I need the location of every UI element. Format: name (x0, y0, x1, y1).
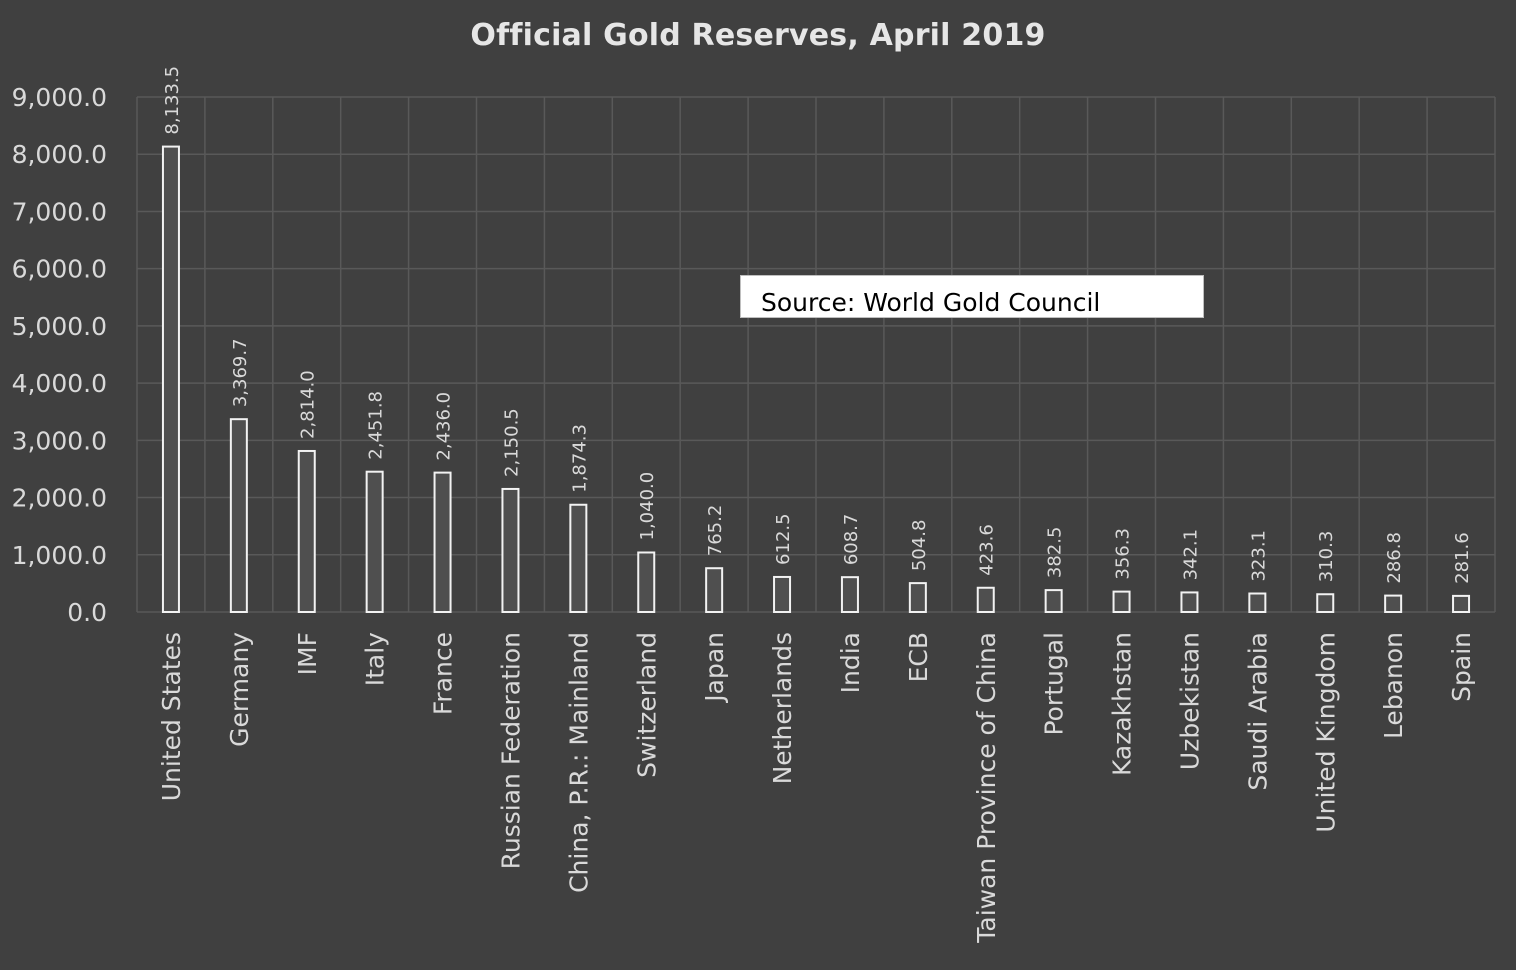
data-label: 342.1 (1180, 529, 1201, 581)
x-category-label: France (429, 632, 458, 715)
data-label: 356.3 (1113, 528, 1134, 580)
data-label: 8,133.5 (162, 66, 183, 135)
x-category-label: ECB (904, 632, 933, 682)
bar (1248, 592, 1267, 613)
bar (433, 471, 452, 613)
x-category-label: United Kingdom (1311, 632, 1340, 833)
y-tick-label: 6,000.0 (12, 255, 107, 284)
bars (161, 145, 1471, 614)
y-tick-label: 3,000.0 (12, 426, 107, 455)
x-category-label: Netherlands (768, 632, 797, 784)
data-label: 310.3 (1316, 531, 1337, 583)
x-category-label: Lebanon (1379, 632, 1408, 739)
bar (297, 449, 316, 613)
bar (365, 470, 384, 613)
data-label: 382.5 (1045, 527, 1066, 579)
data-label: 2,150.5 (501, 408, 522, 477)
y-tick-label: 7,000.0 (12, 197, 107, 226)
data-label: 323.1 (1248, 530, 1269, 582)
bar (1180, 591, 1199, 613)
bar (908, 582, 927, 613)
x-category-label: Taiwan Province of China (972, 632, 1001, 944)
data-label: 1,040.0 (637, 472, 658, 541)
x-category-label: India (836, 632, 865, 693)
bar (569, 503, 588, 613)
x-category-label: Germany (225, 632, 254, 747)
x-category-label: Switzerland (632, 632, 661, 778)
x-category-label: China, P.R.: Mainland (564, 632, 593, 893)
bar (1452, 594, 1471, 614)
y-tick-label: 0.0 (67, 598, 107, 627)
y-tick-label: 9,000.0 (12, 83, 107, 112)
y-tick-label: 2,000.0 (12, 484, 107, 513)
bar (976, 586, 995, 614)
bar (501, 487, 520, 613)
data-label: 2,814.0 (298, 370, 319, 439)
x-axis-category-labels: United States Germany IMF Italy France Russia… (157, 632, 1476, 944)
data-labels: 8,133.5 3,369.7 2,814.0 2,451.8 2,436.0 2,150… (162, 66, 1473, 584)
bar (705, 567, 724, 614)
x-category-label: Saudi Arabia (1243, 632, 1272, 791)
data-label: 504.8 (909, 520, 930, 572)
data-label: 423.6 (977, 524, 998, 576)
bar (637, 551, 656, 614)
bar (840, 576, 859, 613)
data-label: 608.7 (841, 514, 862, 566)
data-label: 2,436.0 (434, 392, 455, 461)
bar (161, 145, 180, 613)
x-category-label: Italy (361, 632, 390, 686)
y-tick-label: 8,000.0 (12, 140, 107, 169)
y-tick-label: 1,000.0 (12, 541, 107, 570)
data-label: 1,874.3 (569, 424, 590, 493)
chart-title: Official Gold Reserves, April 2019 (470, 18, 1046, 53)
bar (1316, 593, 1335, 614)
x-category-label: Japan (700, 632, 729, 704)
x-category-label: Russian Federation (496, 632, 525, 869)
bar (1044, 589, 1063, 613)
data-label: 612.5 (773, 513, 794, 565)
x-category-label: Uzbekistan (1175, 632, 1204, 770)
source-annotation: Source: World Gold Council (740, 275, 1204, 318)
data-label: 765.2 (705, 505, 726, 557)
data-label: 3,369.7 (230, 338, 251, 407)
x-category-label: United States (157, 632, 186, 801)
x-category-label: IMF (293, 632, 322, 675)
bar (1112, 590, 1131, 613)
x-category-label: Kazakhstan (1108, 632, 1137, 776)
bar (1384, 594, 1403, 614)
bar (229, 418, 248, 613)
data-label: 2,451.8 (366, 391, 387, 460)
x-category-label: Spain (1447, 632, 1476, 702)
data-label: 281.6 (1452, 532, 1473, 584)
y-tick-label: 5,000.0 (12, 312, 107, 341)
y-axis-tick-labels: 0.0 1,000.0 2,000.0 3,000.0 4,000.0 5,000.0 6,… (12, 83, 107, 627)
bar (773, 575, 792, 614)
grid-lines (136, 96, 1496, 613)
y-tick-label: 4,000.0 (12, 369, 107, 398)
data-label: 286.8 (1384, 532, 1405, 584)
x-category-label: Portugal (1040, 632, 1069, 736)
